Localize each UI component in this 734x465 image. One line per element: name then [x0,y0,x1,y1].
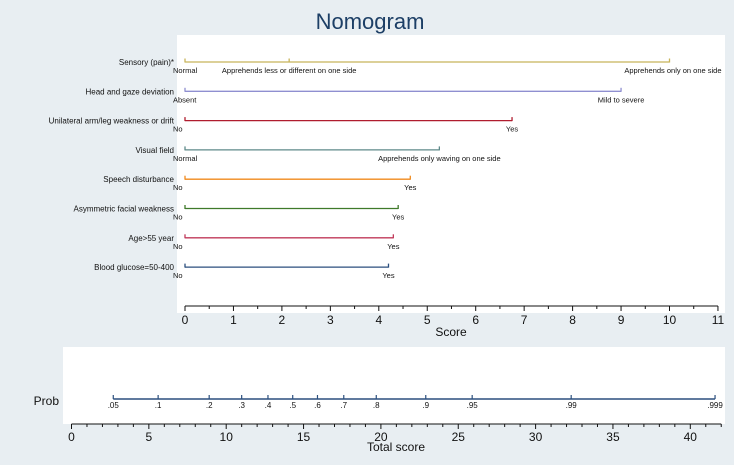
total-score-axis: 0 5 10 15 20 25 30 35 40 [68,423,722,444]
score-axis: 0 1 2 3 4 5 6 7 8 9 10 11 [182,305,725,327]
total-score-tick-label: 15 [297,430,311,444]
variable-point-label: Mild to severe [598,95,645,104]
variable-name: Blood glucose=50-400 [94,263,174,272]
total-score-tick-label: 20 [374,430,388,444]
probability-tick-label: .2 [206,401,213,410]
total-score-tick-label: 30 [529,430,543,444]
prob-line-group: .05 .1 .2 .3 .4 .5 .6 .7 .8 .9 .95 .99 .999 [108,395,723,410]
variable-point-label: Apprehends less or different on one side [222,66,357,75]
score-tick-label: 4 [375,313,382,327]
score-tick-label: 3 [327,313,334,327]
variable-name: Head and gaze deviation [85,87,174,96]
variable-name: Speech disturbance [103,175,174,184]
prob-plot-area [63,347,725,424]
probability-tick-label: .5 [289,401,296,410]
score-tick-label: 1 [230,313,237,327]
variable-name: Visual field [135,146,174,155]
probability-tick-label: .7 [340,401,347,410]
score-tick-label: 6 [472,313,479,327]
probability-tick-label: .6 [314,401,321,410]
variable-point-label: Yes [382,271,394,280]
variable-point-label: No [173,183,183,192]
score-tick-label: 8 [569,313,576,327]
score-tick-label: 11 [712,313,725,327]
probability-tick-label: .95 [467,401,479,410]
variable-point-label: Absent [173,95,197,104]
total-score-tick-label: 10 [220,430,234,444]
score-tick-label: 7 [521,313,528,327]
total-score-tick-label: 25 [452,430,466,444]
score-tick-label: 0 [182,313,189,327]
variable-point-label: No [173,271,183,280]
variable-point-label: No [173,125,183,134]
probability-tick-label: .9 [422,401,429,410]
variable-name: Age>55 year [128,234,174,243]
variable-point-label: Yes [506,125,518,134]
score-tick-label: 10 [663,313,677,327]
score-tick-label: 5 [424,313,431,327]
variable-point-label: No [173,242,183,251]
probability-tick-label: .999 [707,401,723,410]
total-score-tick-label: 0 [68,430,75,444]
variable-point-label: Normal [173,66,198,75]
variable-point-label: Apprehends only on one side [624,66,721,75]
variable-point-label: Yes [387,242,399,251]
score-rows: Sensory (pain)*Normal Apprehends less or … [49,58,722,280]
variable-point-label: Yes [392,213,404,222]
score-axis-label: Score [435,325,467,339]
variable-name: Sensory (pain)* [119,58,174,67]
probability-tick-label: .05 [108,401,120,410]
total-score-axis-label: Total score [367,440,425,454]
score-tick-label: 9 [618,313,625,327]
variable-point-label: Normal [173,154,198,163]
probability-tick-label: .99 [566,401,578,410]
probability-tick-label: .3 [238,401,245,410]
variable-name: Unilateral arm/leg weakness or drift [49,117,175,126]
score-tick-label: 2 [279,313,286,327]
chart-title: Nomogram [316,9,425,34]
variable-name: Asymmetric facial weakness [74,205,174,214]
prob-axis-label: Prob [34,394,60,408]
total-score-tick-label: 35 [606,430,620,444]
variable-point-label: Yes [404,183,416,192]
probability-tick-label: .8 [373,401,380,410]
probability-tick-label: .4 [265,401,272,410]
score-plot-area [177,35,725,313]
total-score-tick-label: 5 [146,430,153,444]
variable-point-label: Apprehends only waving on one side [378,154,501,163]
probability-tick-label: .1 [155,401,162,410]
variable-point-label: No [173,213,183,222]
total-score-tick-label: 40 [684,430,698,444]
